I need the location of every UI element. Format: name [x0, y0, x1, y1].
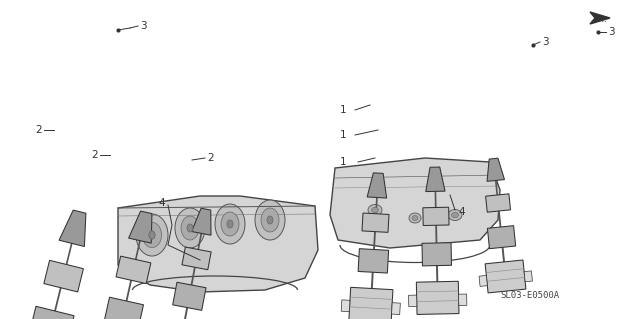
Text: 3: 3 — [608, 27, 614, 37]
Ellipse shape — [412, 216, 418, 220]
Ellipse shape — [143, 222, 161, 248]
Polygon shape — [118, 196, 318, 292]
Ellipse shape — [267, 216, 273, 224]
Text: SL03-E0500A: SL03-E0500A — [500, 291, 559, 300]
Ellipse shape — [187, 224, 193, 232]
Polygon shape — [524, 271, 532, 282]
Polygon shape — [392, 303, 401, 315]
Polygon shape — [590, 12, 610, 24]
Polygon shape — [486, 194, 511, 212]
Text: 1: 1 — [339, 105, 346, 115]
Polygon shape — [487, 158, 504, 181]
Polygon shape — [59, 210, 86, 247]
Ellipse shape — [221, 212, 239, 236]
Text: 4: 4 — [158, 198, 165, 208]
Ellipse shape — [451, 212, 458, 218]
Polygon shape — [104, 297, 143, 319]
Polygon shape — [485, 260, 526, 293]
Ellipse shape — [409, 213, 421, 223]
Polygon shape — [426, 167, 445, 192]
Ellipse shape — [227, 220, 233, 228]
Polygon shape — [29, 306, 74, 319]
Polygon shape — [191, 208, 211, 235]
Ellipse shape — [215, 204, 245, 244]
Polygon shape — [479, 276, 487, 286]
Text: 2: 2 — [35, 125, 42, 135]
Ellipse shape — [255, 200, 285, 240]
Ellipse shape — [371, 207, 378, 213]
Polygon shape — [422, 243, 451, 266]
Text: 1: 1 — [339, 157, 346, 167]
Polygon shape — [417, 281, 459, 315]
Polygon shape — [423, 207, 449, 226]
Polygon shape — [116, 256, 151, 284]
Text: 3: 3 — [140, 21, 147, 31]
Polygon shape — [44, 260, 83, 292]
Polygon shape — [173, 282, 206, 310]
Polygon shape — [341, 300, 350, 312]
Polygon shape — [459, 294, 467, 306]
Text: 4: 4 — [458, 207, 465, 217]
Ellipse shape — [261, 208, 279, 232]
Polygon shape — [367, 173, 387, 198]
Text: 3: 3 — [542, 37, 548, 47]
Polygon shape — [182, 247, 211, 270]
Polygon shape — [488, 226, 516, 249]
Polygon shape — [408, 295, 417, 307]
Text: 2: 2 — [207, 153, 214, 163]
Polygon shape — [362, 213, 389, 232]
Text: 1: 1 — [339, 130, 346, 140]
Ellipse shape — [136, 214, 168, 256]
Ellipse shape — [181, 216, 199, 240]
Ellipse shape — [368, 204, 382, 216]
Polygon shape — [330, 158, 500, 248]
Polygon shape — [349, 287, 393, 319]
Ellipse shape — [149, 231, 155, 239]
Polygon shape — [358, 249, 388, 273]
Ellipse shape — [448, 210, 462, 220]
Polygon shape — [129, 211, 152, 243]
Text: FR.: FR. — [594, 16, 608, 25]
Text: 2: 2 — [92, 150, 98, 160]
Ellipse shape — [175, 208, 205, 248]
